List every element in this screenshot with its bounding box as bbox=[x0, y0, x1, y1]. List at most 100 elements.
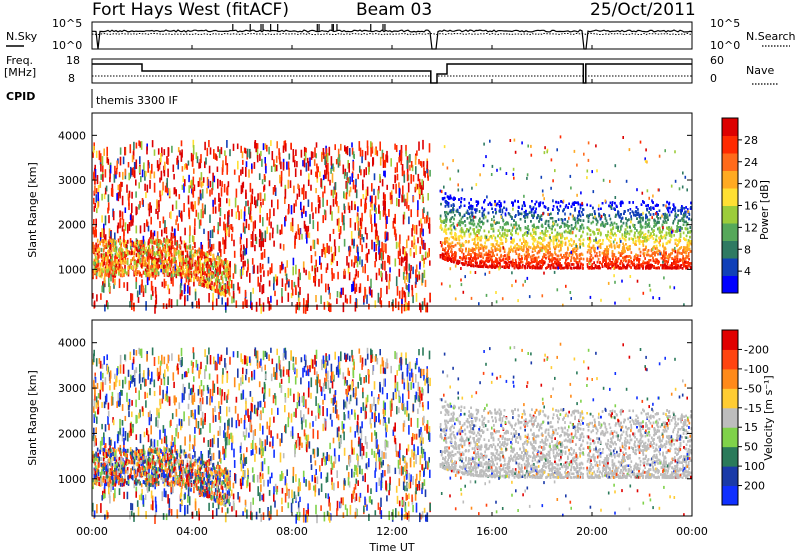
echo-pixel bbox=[341, 212, 344, 223]
echo-pixel bbox=[424, 279, 427, 288]
echo-pixel bbox=[152, 256, 154, 261]
echo-pixel bbox=[99, 241, 101, 246]
echo-pixel bbox=[339, 291, 341, 298]
echo-pixel bbox=[412, 195, 415, 203]
echo-pixel bbox=[100, 174, 102, 180]
echo-pixel bbox=[98, 267, 100, 272]
echo-pixel bbox=[155, 258, 158, 262]
echo-pixel bbox=[123, 282, 125, 288]
echo-pixel bbox=[130, 166, 132, 177]
echo-pixel bbox=[212, 274, 215, 279]
echo-pixel bbox=[370, 147, 372, 157]
echo-pixel bbox=[149, 252, 152, 259]
echo-pixel bbox=[295, 264, 297, 275]
echo-pixel bbox=[219, 197, 222, 207]
echo-pixel bbox=[338, 233, 341, 239]
echo-pixel bbox=[219, 207, 222, 217]
echo-pixel bbox=[384, 260, 386, 271]
echo-pixel bbox=[99, 265, 102, 270]
echo-pixel bbox=[380, 300, 383, 308]
echo-pixel bbox=[158, 264, 160, 269]
echo-pixel bbox=[427, 169, 429, 179]
echo-pixel bbox=[192, 145, 195, 155]
echo-pixel bbox=[224, 223, 227, 233]
echo-pixel bbox=[209, 214, 211, 224]
echo-pixel bbox=[370, 197, 372, 208]
cpid-label: CPID bbox=[6, 90, 35, 103]
echo-pixel bbox=[352, 151, 355, 158]
echo-pixel bbox=[196, 260, 199, 265]
echo-pixel bbox=[224, 239, 227, 250]
echo-pixel bbox=[108, 252, 111, 257]
echo-pixel bbox=[166, 258, 169, 263]
echo-pixel bbox=[102, 253, 104, 258]
echo-pixel bbox=[125, 240, 127, 244]
echo-pixel bbox=[142, 254, 144, 258]
nsearch-label: N.Search bbox=[746, 30, 796, 43]
echo-pixel bbox=[428, 217, 431, 225]
echo-pixel bbox=[118, 171, 121, 178]
echo-pixel bbox=[282, 162, 285, 171]
echo-pixel bbox=[312, 151, 314, 159]
echo-pixel bbox=[170, 273, 173, 278]
echo-pixel bbox=[277, 199, 279, 210]
echo-pixel bbox=[416, 150, 418, 156]
echo-pixel bbox=[297, 229, 300, 235]
echo-pixel bbox=[246, 238, 248, 249]
echo-pixel bbox=[163, 237, 165, 243]
echo-pixel bbox=[247, 200, 249, 207]
echo-pixel bbox=[336, 218, 339, 226]
echo-pixel bbox=[362, 237, 365, 243]
echo-pixel bbox=[199, 158, 202, 169]
echo-pixel bbox=[298, 268, 300, 277]
echo-pixel bbox=[357, 173, 359, 180]
echo-pixel bbox=[262, 284, 265, 294]
echo-pixel bbox=[299, 228, 302, 235]
echo-pixel bbox=[121, 268, 123, 273]
echo-pixel bbox=[355, 256, 358, 263]
echo-pixel bbox=[157, 271, 160, 276]
echo-pixel bbox=[371, 142, 373, 151]
echo-pixel bbox=[166, 243, 169, 248]
echo-pixel bbox=[204, 204, 206, 215]
echo-pixel bbox=[103, 273, 106, 284]
echo-pixel bbox=[135, 159, 138, 169]
echo-pixel bbox=[99, 232, 102, 242]
echo-pixel bbox=[343, 268, 346, 276]
echo-pixel bbox=[93, 244, 96, 249]
echo-pixel bbox=[175, 241, 178, 246]
echo-pixel bbox=[384, 194, 386, 201]
echo-pixel bbox=[135, 225, 138, 234]
echo-pixel bbox=[367, 275, 369, 282]
echo-pixel bbox=[394, 174, 396, 184]
echo-pixel bbox=[97, 201, 99, 209]
echo-pixel bbox=[211, 272, 214, 277]
echo-pixel bbox=[381, 241, 383, 252]
echo-pixel bbox=[134, 243, 137, 251]
echo-pixel bbox=[172, 267, 175, 272]
echo-pixel bbox=[217, 252, 219, 259]
echo-pixel bbox=[425, 304, 427, 313]
echo-pixel bbox=[112, 274, 114, 283]
echo-pixel bbox=[273, 240, 275, 247]
echo-pixel bbox=[285, 143, 287, 152]
echo-pixel bbox=[404, 295, 407, 304]
echo-pixel bbox=[155, 240, 157, 245]
echo-pixel bbox=[217, 266, 219, 271]
echo-pixel bbox=[293, 185, 295, 194]
echo-pixel bbox=[120, 251, 123, 256]
echo-pixel bbox=[290, 142, 292, 149]
echo-pixel bbox=[335, 192, 338, 199]
echo-pixel bbox=[142, 270, 145, 275]
echo-pixel bbox=[416, 209, 419, 217]
echo-pixel bbox=[171, 204, 174, 211]
echo-pixel bbox=[398, 199, 400, 207]
echo-pixel bbox=[138, 240, 140, 245]
echo-pixel bbox=[108, 248, 110, 253]
echo-pixel bbox=[171, 240, 174, 245]
echo-pixel bbox=[235, 188, 238, 198]
echo-pixel bbox=[221, 181, 223, 187]
echo-pixel bbox=[108, 228, 111, 239]
echo-pixel bbox=[219, 179, 221, 187]
echo-pixel bbox=[149, 179, 151, 189]
